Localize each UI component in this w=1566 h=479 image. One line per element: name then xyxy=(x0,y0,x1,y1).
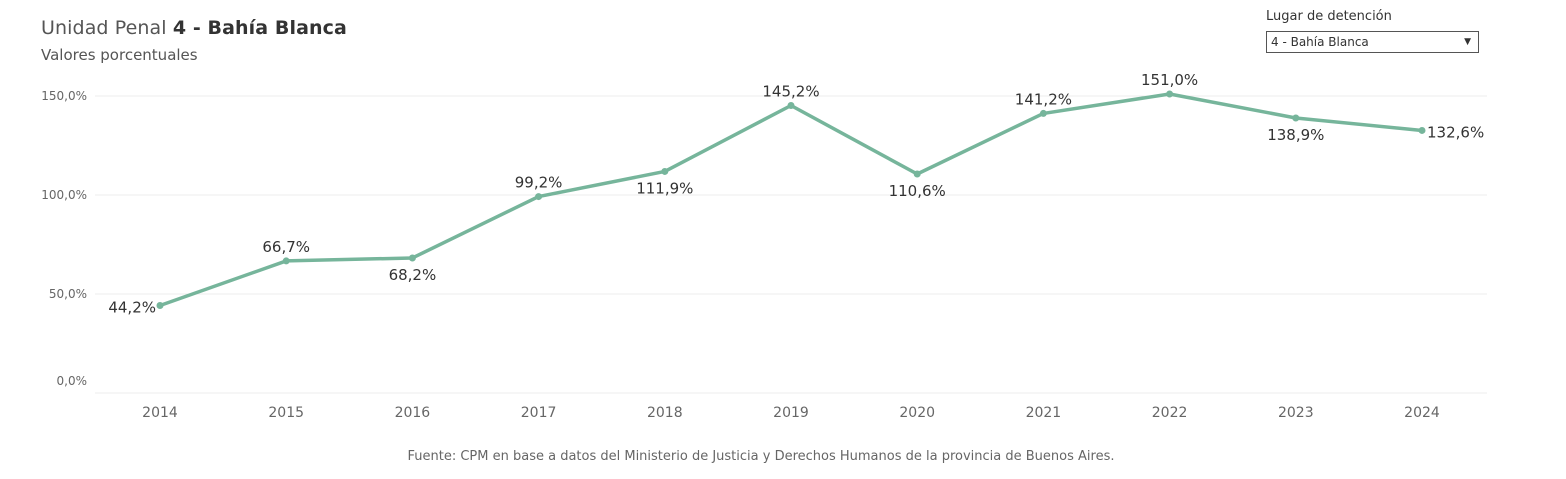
source-note: Fuente: CPM en base a datos del Minister… xyxy=(407,449,1115,464)
x-tick-label: 2018 xyxy=(647,405,683,421)
x-tick-label: 2023 xyxy=(1278,405,1314,421)
data-point xyxy=(1039,109,1047,117)
data-label: 111,9% xyxy=(636,179,693,197)
data-label: 145,2% xyxy=(762,83,819,101)
data-label: 110,6% xyxy=(889,182,946,200)
x-tick-label: 2016 xyxy=(395,405,431,421)
data-label: 44,2% xyxy=(108,298,156,316)
x-tick-label: 2020 xyxy=(899,405,935,421)
data-point xyxy=(282,257,290,265)
x-tick-label: 2017 xyxy=(521,405,557,421)
series-line xyxy=(158,92,1424,308)
x-tick-label: 2019 xyxy=(773,405,809,421)
chart-title-prefix: Unidad Penal xyxy=(41,17,173,39)
data-label: 132,6% xyxy=(1427,123,1484,141)
y-tick-label: 0,0% xyxy=(57,374,88,388)
data-point xyxy=(1418,126,1426,134)
chart-title: Unidad Penal 4 - Bahía Blanca xyxy=(41,17,347,39)
data-point xyxy=(535,193,543,201)
data-point xyxy=(408,254,416,262)
chart-subtitle: Valores porcentuales xyxy=(41,46,198,64)
chart-title-unit: 4 - Bahía Blanca xyxy=(172,17,347,39)
data-point xyxy=(661,167,669,175)
data-label: 151,0% xyxy=(1141,71,1198,89)
dropdown-selected-value: 4 - Bahía Blanca xyxy=(1271,35,1369,49)
filter-label: Lugar de detención xyxy=(1266,9,1392,24)
data-point xyxy=(156,301,164,309)
data-label: 138,9% xyxy=(1267,126,1324,144)
x-tick-label: 2022 xyxy=(1152,405,1188,421)
chevron-down-icon: ▼ xyxy=(1464,37,1471,47)
y-tick-label: 150,0% xyxy=(41,89,87,103)
y-tick-label: 100,0% xyxy=(41,188,87,202)
y-tick-label: 50,0% xyxy=(49,287,87,301)
data-label: 141,2% xyxy=(1015,90,1072,108)
data-point xyxy=(1166,90,1174,98)
data-label: 68,2% xyxy=(389,266,437,284)
data-label: 99,2% xyxy=(515,174,563,192)
x-tick-label: 2015 xyxy=(268,405,304,421)
data-point xyxy=(913,170,921,178)
x-tick-label: 2021 xyxy=(1026,405,1062,421)
x-tick-label: 2014 xyxy=(142,405,178,421)
data-label: 66,7% xyxy=(262,238,310,256)
x-tick-label: 2024 xyxy=(1404,405,1440,421)
detention-place-dropdown[interactable]: 4 - Bahía Blanca ▼ xyxy=(1266,31,1479,53)
data-point xyxy=(1292,114,1300,122)
data-point xyxy=(787,102,795,110)
